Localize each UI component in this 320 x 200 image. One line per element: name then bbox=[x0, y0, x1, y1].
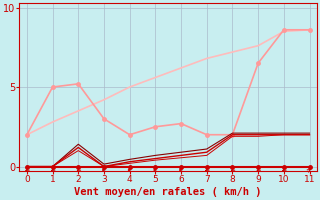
X-axis label: Vent moyen/en rafales ( km/h ): Vent moyen/en rafales ( km/h ) bbox=[75, 187, 262, 197]
